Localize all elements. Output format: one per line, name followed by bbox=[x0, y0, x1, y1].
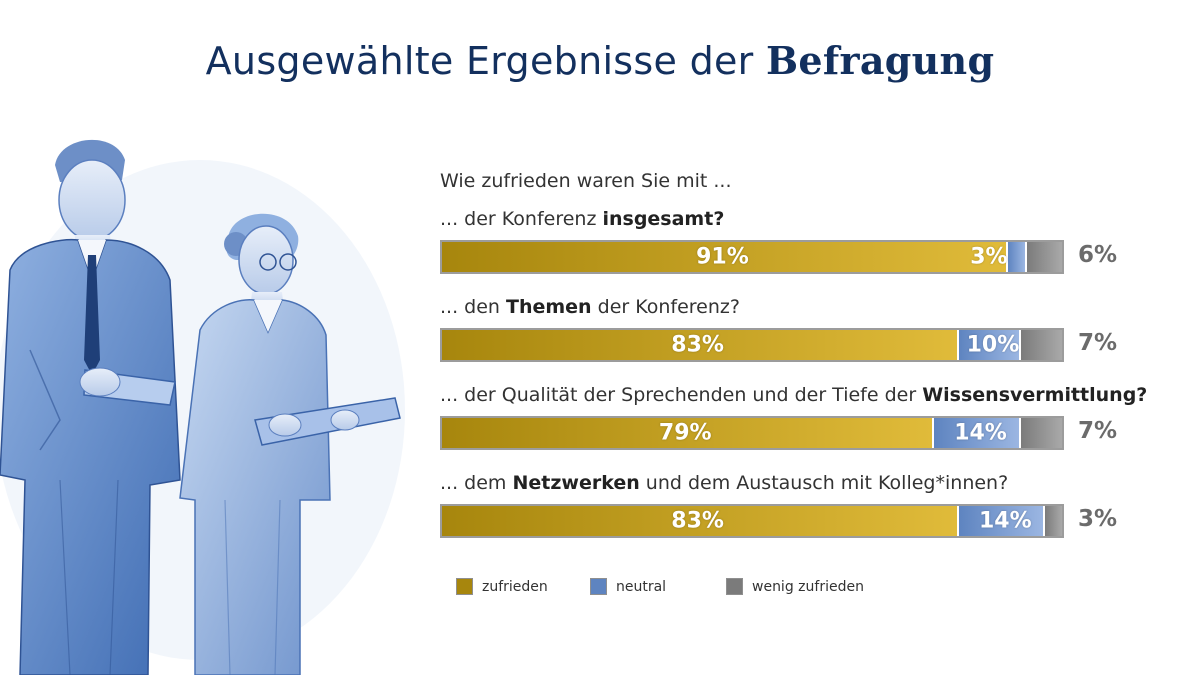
stacked-bar: 91% 3% bbox=[440, 240, 1064, 274]
bar-segment-zufrieden bbox=[442, 506, 957, 536]
question-label-part: Wissensvermittlung? bbox=[922, 384, 1148, 406]
data-label-neutral: 10% bbox=[966, 332, 1020, 358]
bar-segment-wenig-zufrieden bbox=[1024, 242, 1062, 272]
stacked-bar: 83% 14% bbox=[440, 504, 1064, 538]
question-label-part: der Konferenz? bbox=[591, 296, 740, 318]
question-intro: Wie zufrieden waren Sie mit ... bbox=[440, 170, 732, 192]
legend-item: zufrieden bbox=[456, 578, 548, 595]
chart-title-text: Ausgewählte Ergebnisse der bbox=[205, 39, 766, 83]
chart-title: Ausgewählte Ergebnisse der Befragung bbox=[0, 38, 1200, 83]
question-label-part: und dem Austausch mit Kolleg*innen? bbox=[639, 472, 1009, 494]
legend-label: wenig zufrieden bbox=[752, 578, 864, 595]
question-label: ... der Konferenz insgesamt? bbox=[440, 208, 724, 230]
data-label-wenig-zufrieden: 3% bbox=[1078, 506, 1118, 532]
chart-title-bold: Befragung bbox=[765, 38, 995, 83]
legend-item: neutral bbox=[590, 578, 666, 595]
data-label-zufrieden: 91% bbox=[696, 244, 749, 270]
legend-item: wenig zufrieden bbox=[726, 578, 864, 595]
data-label-neutral: 3% bbox=[970, 244, 1008, 270]
business-people-illustration bbox=[0, 139, 405, 675]
data-label-wenig-zufrieden: 7% bbox=[1078, 418, 1118, 444]
legend-swatch bbox=[456, 578, 473, 595]
legend-label: neutral bbox=[616, 578, 667, 595]
question-label-part: ... der Qualität der Sprechenden und der… bbox=[440, 384, 923, 406]
legend-swatch bbox=[726, 578, 743, 595]
question-label: ... den Themen der Konferenz? bbox=[440, 296, 740, 318]
bar-segment-wenig-zufrieden bbox=[1018, 418, 1062, 448]
legend-label: zufrieden bbox=[482, 578, 548, 595]
question-label-part: ... den bbox=[440, 296, 506, 318]
legend-swatch bbox=[590, 578, 607, 595]
question-label: ... dem Netzwerken und dem Austausch mit… bbox=[440, 472, 1008, 494]
bar-segment-zufrieden bbox=[442, 242, 1007, 272]
question-label-part: ... dem bbox=[440, 472, 513, 494]
bar-segment-neutral bbox=[1006, 242, 1025, 272]
bar-segment-zufrieden bbox=[442, 418, 932, 448]
data-label-zufrieden: 83% bbox=[671, 508, 724, 534]
stacked-bar: 79% 14% bbox=[440, 416, 1064, 450]
woman-figure bbox=[179, 213, 401, 675]
bar-segment-wenig-zufrieden bbox=[1018, 330, 1062, 360]
question-label-part: Themen bbox=[506, 296, 592, 318]
bar-segment-zufrieden bbox=[442, 330, 957, 360]
question-label-part: ... der Konferenz bbox=[440, 208, 603, 230]
data-label-wenig-zufrieden: 6% bbox=[1078, 242, 1118, 268]
man-figure bbox=[0, 139, 181, 675]
chart-legend: zufrieden neutral wenig zufrieden bbox=[456, 578, 1056, 602]
question-label: ... der Qualität der Sprechenden und der… bbox=[440, 384, 1147, 406]
data-label-neutral: 14% bbox=[954, 420, 1007, 446]
data-label-zufrieden: 79% bbox=[658, 420, 712, 446]
bar-segment-neutral bbox=[931, 418, 1019, 448]
bar-segment-neutral bbox=[956, 330, 1019, 360]
data-label-neutral: 14% bbox=[979, 508, 1032, 534]
question-label-part: Netzwerken bbox=[512, 472, 640, 494]
bar-segment-neutral bbox=[956, 506, 1044, 536]
data-label-zufrieden: 83% bbox=[671, 332, 724, 358]
bar-segment-wenig-zufrieden bbox=[1043, 506, 1062, 536]
data-label-wenig-zufrieden: 7% bbox=[1078, 330, 1118, 356]
question-label-part: insgesamt? bbox=[602, 208, 725, 230]
stacked-bar: 83% 10% bbox=[440, 328, 1064, 362]
